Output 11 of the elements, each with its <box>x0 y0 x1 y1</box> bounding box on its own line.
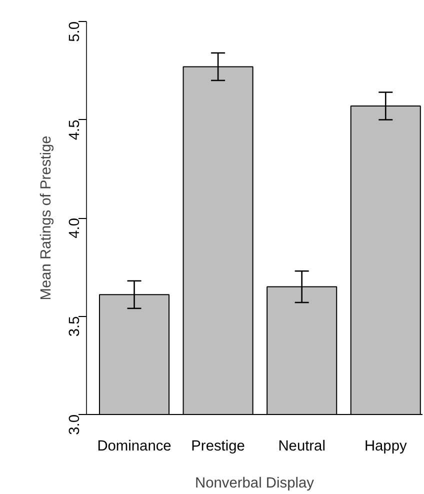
y-tick-label: 5.0 <box>67 22 83 42</box>
y-axis-title: Mean Ratings of Prestige <box>38 136 54 300</box>
x-tick-label: Prestige <box>191 438 245 454</box>
y-tick-label: 3.0 <box>67 414 83 435</box>
y-tick-label: 3.5 <box>67 316 83 337</box>
y-tick-label: 4.5 <box>67 120 83 140</box>
y-tick-label: 4.0 <box>67 218 83 238</box>
x-tick-label: Dominance <box>97 438 172 454</box>
x-tick-label: Happy <box>364 438 408 454</box>
x-axis-title: Nonverbal Display <box>195 476 315 492</box>
x-tick-label: Neutral <box>278 438 326 454</box>
